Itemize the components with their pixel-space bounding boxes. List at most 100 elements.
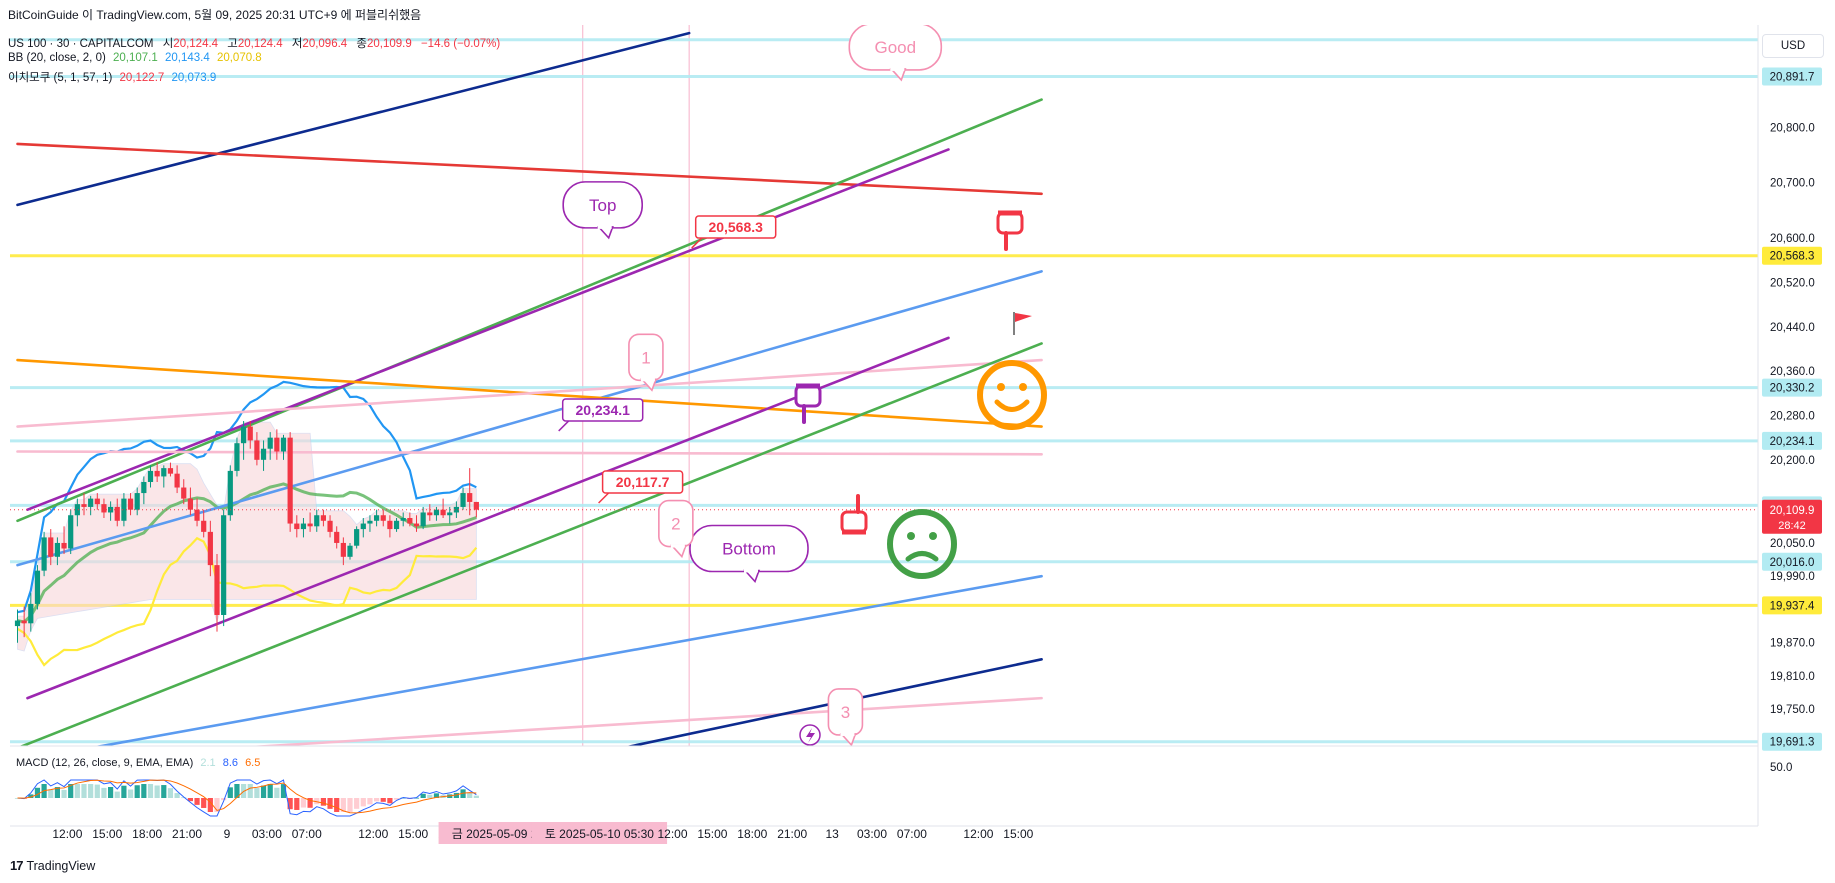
candle-26[interactable] (187, 487, 193, 516)
trend-line-0[interactable] (16, 31, 691, 207)
candle-53[interactable] (367, 515, 373, 532)
candle-35[interactable] (247, 421, 253, 449)
time-axis[interactable]: 12:00 15:00 18:00 21:00 9 03:00 07:00 12:00 15:0… (52, 822, 1034, 844)
candle-0[interactable] (14, 609, 21, 643)
candle-27[interactable] (194, 498, 200, 527)
candle-23[interactable] (167, 462, 174, 477)
candle-18[interactable] (134, 487, 140, 516)
candle-66[interactable] (453, 501, 459, 519)
candle-6[interactable] (54, 537, 60, 566)
price-label-6[interactable]: 20,568.3 (691, 215, 777, 249)
candle-5[interactable] (48, 529, 54, 566)
candle-34[interactable] (241, 421, 247, 460)
balloon-top[interactable]: Top (562, 181, 644, 240)
candle-31[interactable] (221, 509, 227, 627)
candle-12[interactable] (94, 493, 100, 510)
candle-15[interactable] (114, 498, 120, 527)
candle-30[interactable] (214, 554, 220, 632)
candle-33[interactable] (234, 437, 240, 477)
trend-line-6[interactable] (16, 358, 1043, 428)
candle-55[interactable] (380, 509, 386, 527)
candle-24[interactable] (174, 465, 180, 494)
candle-16[interactable] (121, 493, 127, 527)
candle-40[interactable] (280, 434, 287, 460)
price-label-8[interactable]: 20,117.7 (598, 470, 684, 504)
candle-64[interactable] (440, 498, 446, 519)
candle-50[interactable] (347, 542, 353, 560)
candle-61[interactable] (420, 506, 426, 530)
candle-59[interactable] (407, 512, 413, 527)
candle-8[interactable] (68, 509, 74, 555)
candle-10[interactable] (81, 493, 87, 516)
candle-45[interactable] (314, 509, 320, 532)
candle-1[interactable] (21, 606, 27, 638)
candle-39[interactable] (274, 429, 280, 460)
candle-38[interactable] (267, 432, 273, 460)
candle-48[interactable] (334, 526, 340, 549)
balloon-1[interactable]: 1 (628, 333, 664, 392)
candle-43[interactable] (300, 518, 307, 538)
legend-bb-row[interactable]: BB (20, close, 2, 0) 20,107.1 20,143.4 2… (8, 52, 262, 64)
trend-line-1[interactable] (16, 142, 1043, 196)
candle-47[interactable] (327, 515, 333, 538)
macd-pane[interactable] (14, 779, 479, 817)
candle-57[interactable] (393, 518, 400, 532)
footer-brand[interactable]: 17 TradingView (10, 858, 95, 873)
candle-28[interactable] (201, 509, 207, 538)
candle-29[interactable] (207, 520, 213, 577)
price-pane[interactable]: Good Top Bottom 1 2 3 20,568.3 20,234.1 20,117.7 (10, 24, 1758, 826)
candle-25[interactable] (181, 479, 187, 505)
balloon-good[interactable]: Good (848, 24, 943, 82)
candle-69[interactable] (473, 501, 479, 518)
candle-49[interactable] (340, 537, 346, 566)
candle-41[interactable] (287, 432, 293, 532)
candle-68[interactable] (467, 468, 473, 516)
candle-37[interactable] (260, 440, 267, 471)
candle-42[interactable] (294, 515, 300, 538)
candle-56[interactable] (387, 515, 393, 538)
balloon-bottom[interactable]: Bottom (689, 524, 809, 584)
balloon-2[interactable]: 2 (658, 499, 694, 559)
candle-60[interactable] (413, 515, 420, 532)
candle-19[interactable] (141, 476, 147, 505)
candle-52[interactable] (360, 518, 366, 538)
candle-46[interactable] (320, 509, 326, 527)
candle-17[interactable] (127, 493, 134, 516)
balloon-3[interactable]: 3 (827, 688, 864, 746)
candle-3[interactable] (34, 565, 41, 610)
candle-65[interactable] (447, 506, 453, 524)
macd-legend[interactable]: MACD (12, 26, close, 9, EMA, EMA) 2.1 8.… (16, 757, 260, 769)
candle-9[interactable] (74, 498, 80, 527)
candle-36[interactable] (254, 432, 260, 466)
lightning-icon[interactable] (799, 724, 821, 746)
candle-21[interactable] (154, 462, 160, 482)
candle-22[interactable] (161, 465, 167, 488)
candle-44[interactable] (307, 512, 313, 532)
currency-button[interactable]: USD (1762, 34, 1824, 58)
trend-line-7[interactable] (16, 450, 1043, 456)
trend-line-11[interactable] (237, 696, 1043, 748)
candle-2[interactable] (28, 592, 34, 632)
candle-11[interactable] (88, 495, 94, 516)
candle-4[interactable] (41, 531, 47, 577)
candle-32[interactable] (227, 465, 233, 521)
trend-line-4[interactable] (16, 270, 1043, 567)
candle-20[interactable] (147, 465, 154, 488)
candle-63[interactable] (433, 506, 440, 521)
candle-58[interactable] (400, 512, 406, 527)
trend-line-9[interactable] (18, 342, 1043, 748)
trend-line-2[interactable] (16, 98, 1043, 523)
legend-ichimoku-row[interactable]: 이치모쿠 (5, 1, 57, 1) 20,122.7 20,073.9 (8, 69, 216, 85)
price-axis[interactable]: 20,800.0 20,700.0 20,600.0 20,520.0 20,440.0… (1762, 67, 1822, 774)
candle-51[interactable] (354, 526, 360, 549)
symbol-name[interactable]: US 100 · 30 · CAPITALCOM (8, 38, 154, 50)
price-label-7[interactable]: 20,234.1 (558, 398, 644, 432)
candle-7[interactable] (61, 526, 67, 555)
trend-line-10[interactable] (91, 574, 1043, 748)
trend-line-3[interactable] (26, 148, 950, 511)
candle-67[interactable] (460, 487, 466, 510)
candle-13[interactable] (101, 498, 107, 519)
candle-54[interactable] (374, 509, 380, 527)
candle-62[interactable] (427, 504, 433, 521)
